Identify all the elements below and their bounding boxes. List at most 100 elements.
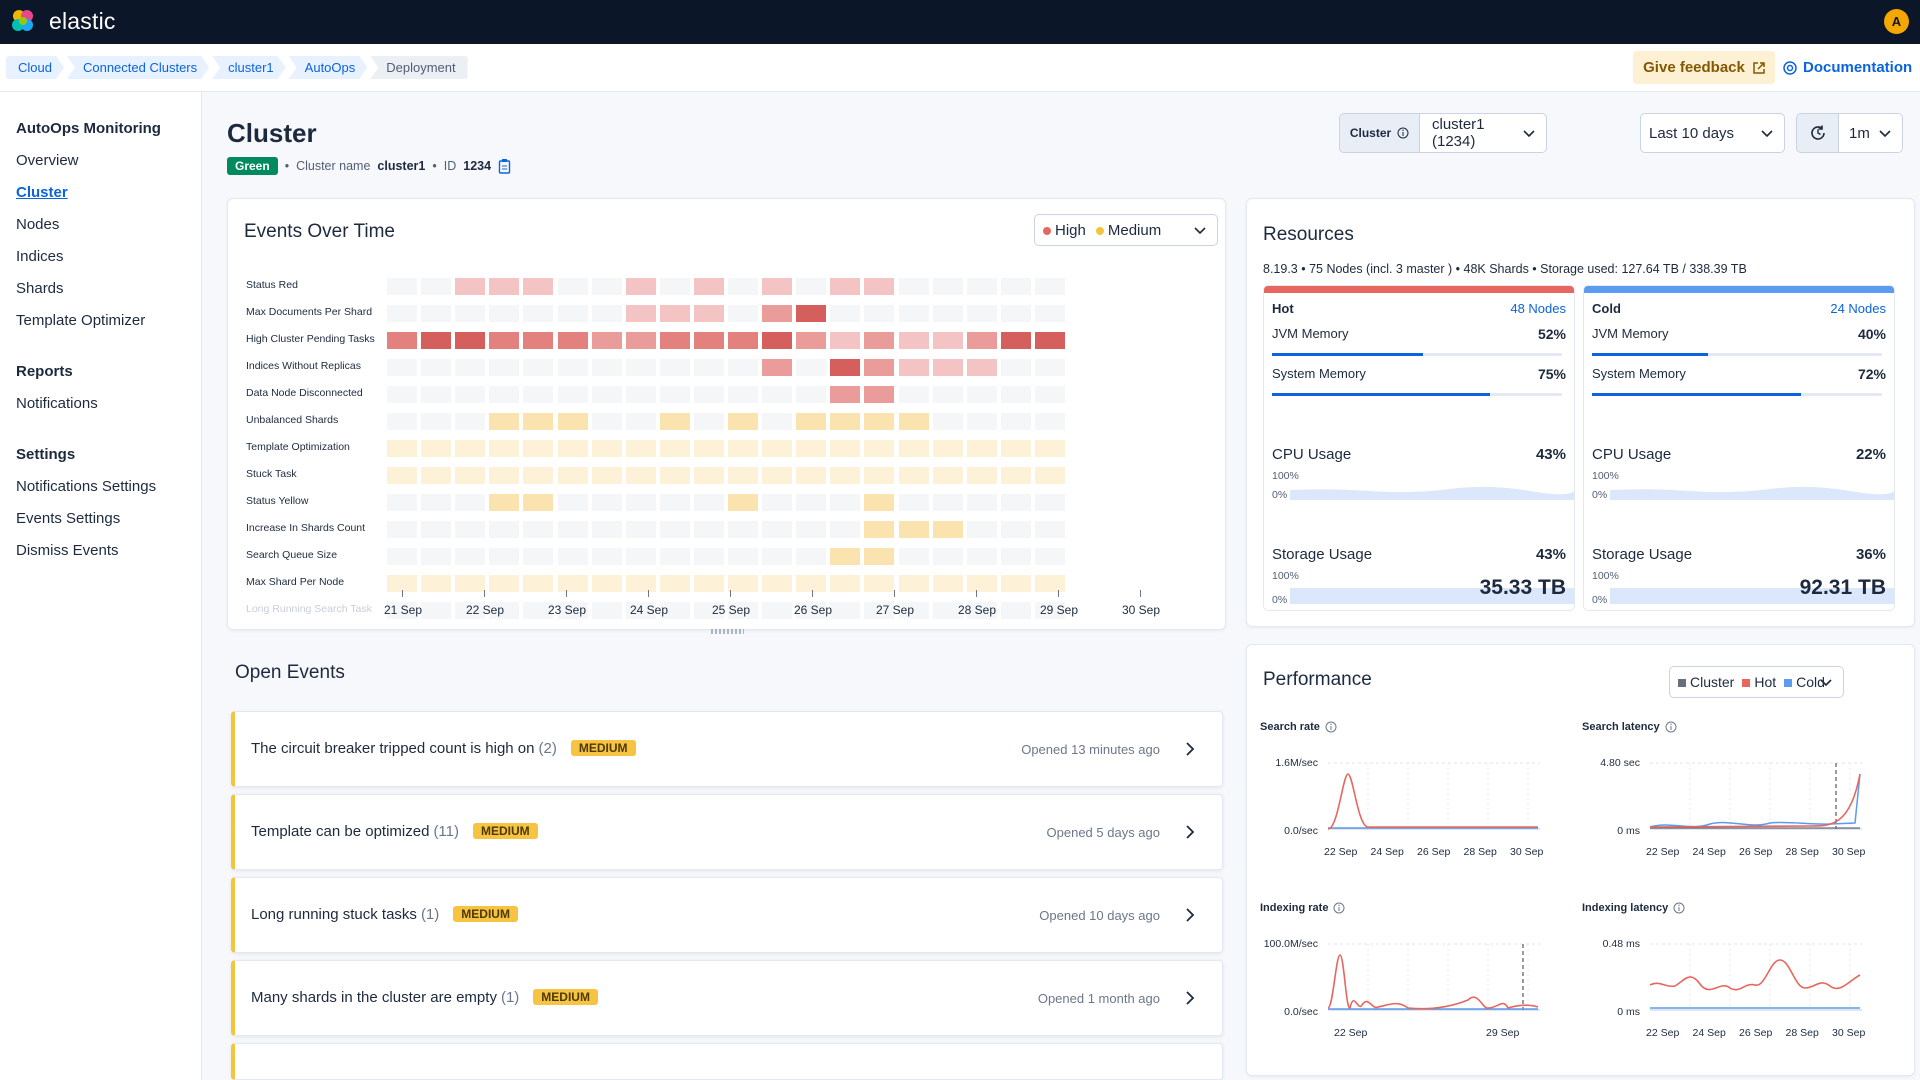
heatmap-cell[interactable] [387,440,417,457]
heatmap-cell[interactable] [591,521,622,538]
heatmap-cell[interactable] [625,494,656,511]
heatmap-cell[interactable] [796,278,827,295]
heatmap-cell[interactable] [693,602,724,619]
breadcrumb-cloud[interactable]: Cloud [6,56,64,79]
heatmap-cell[interactable] [898,575,929,592]
heatmap-cell[interactable] [898,440,929,457]
heatmap-cell[interactable] [898,386,929,403]
heatmap-cell[interactable] [489,521,520,538]
heatmap-cell[interactable] [489,386,520,403]
heatmap-cell[interactable] [864,494,895,511]
heatmap-cell[interactable] [523,413,554,430]
heatmap-cell[interactable] [591,278,622,295]
heatmap-cell[interactable] [625,332,656,349]
performance-chart-plot[interactable] [1328,942,1543,1020]
heatmap-cell[interactable] [796,386,827,403]
heatmap-cell[interactable] [421,521,452,538]
chevron-right-icon[interactable] [1182,907,1198,923]
sidebar-item-dismiss-events[interactable]: Dismiss Events [16,542,119,559]
heatmap-cell[interactable] [591,467,622,484]
heatmap-cell[interactable] [966,359,997,376]
open-event-row[interactable]: The circuit breaker tripped count is hig… [231,711,1223,787]
sidebar-item-template-optimizer[interactable]: Template Optimizer [16,312,146,329]
heatmap-cell[interactable] [932,332,963,349]
heatmap-cell[interactable] [1000,548,1031,565]
heatmap-cell[interactable] [932,359,963,376]
heatmap-cell[interactable] [387,305,417,322]
heatmap-cell[interactable] [932,386,963,403]
heatmap-cell[interactable] [387,602,417,619]
heatmap-cell[interactable] [625,305,656,322]
heatmap-cell[interactable] [591,413,622,430]
heatmap-cell[interactable] [728,575,758,592]
heatmap-cell[interactable] [864,467,895,484]
heatmap-cell[interactable] [625,359,656,376]
heatmap-cell[interactable] [898,359,929,376]
heatmap-cell[interactable] [898,521,929,538]
heatmap-cell[interactable] [1034,521,1065,538]
heatmap-cell[interactable] [762,521,793,538]
heatmap-cell[interactable] [762,386,793,403]
heatmap-cell[interactable] [421,494,452,511]
heatmap-cell[interactable] [1034,332,1065,349]
performance-chart-plot[interactable] [1650,761,1865,839]
heatmap-cell[interactable] [762,548,793,565]
heatmap-cell[interactable] [728,305,758,322]
heatmap-cell[interactable] [898,278,929,295]
heatmap-cell[interactable] [898,305,929,322]
heatmap-cell[interactable] [625,521,656,538]
heatmap-cell[interactable] [728,548,758,565]
heatmap-cell[interactable] [421,332,452,349]
heatmap-cell[interactable] [693,332,724,349]
heatmap-cell[interactable] [523,602,554,619]
heatmap-cell[interactable] [830,278,861,295]
heatmap-cell[interactable] [523,386,554,403]
heatmap-cell[interactable] [830,521,861,538]
heatmap-cell[interactable] [966,305,997,322]
heatmap-cell[interactable] [523,548,554,565]
heatmap-cell[interactable] [762,467,793,484]
heatmap-cell[interactable] [489,602,520,619]
heatmap-cell[interactable] [591,332,622,349]
heatmap-cell[interactable] [659,521,690,538]
heatmap-cell[interactable] [591,359,622,376]
heatmap-cell[interactable] [966,278,997,295]
heatmap-cell[interactable] [830,305,861,322]
heatmap-cell[interactable] [489,494,520,511]
heatmap-cell[interactable] [762,413,793,430]
heatmap-cell[interactable] [966,440,997,457]
heatmap-cell[interactable] [455,602,486,619]
heatmap-cell[interactable] [864,332,895,349]
heatmap-cell[interactable] [796,575,827,592]
heatmap-cell[interactable] [557,278,588,295]
heatmap-cell[interactable] [1000,467,1031,484]
heatmap-cell[interactable] [796,332,827,349]
heatmap-cell[interactable] [693,305,724,322]
refresh-button[interactable] [1797,114,1839,152]
chevron-right-icon[interactable] [1182,741,1198,757]
heatmap-cell[interactable] [489,332,520,349]
heatmap-cell[interactable] [557,305,588,322]
heatmap-cell[interactable] [455,332,486,349]
heatmap-cell[interactable] [387,521,417,538]
heatmap-cell[interactable] [1034,386,1065,403]
heatmap-cell[interactable] [1034,467,1065,484]
heatmap-cell[interactable] [1000,278,1031,295]
time-range-selector[interactable]: Last 10 days [1640,113,1785,153]
heatmap-cell[interactable] [830,602,861,619]
heatmap-cell[interactable] [625,602,656,619]
heatmap-cell[interactable] [1034,575,1065,592]
heatmap-cell[interactable] [557,494,588,511]
heatmap-cell[interactable] [1000,602,1031,619]
heatmap-cell[interactable] [966,467,997,484]
sidebar-item-notifications-settings[interactable]: Notifications Settings [16,478,157,495]
heatmap-cell[interactable] [796,440,827,457]
tier-nodes-link[interactable]: 48 Nodes [1510,301,1566,316]
info-icon[interactable] [1397,127,1409,139]
heatmap-cell[interactable] [1034,413,1065,430]
heatmap-cell[interactable] [898,548,929,565]
heatmap-cell[interactable] [557,386,588,403]
give-feedback-button[interactable]: Give feedback [1633,51,1775,84]
heatmap-cell[interactable] [489,305,520,322]
heatmap-cell[interactable] [728,602,758,619]
